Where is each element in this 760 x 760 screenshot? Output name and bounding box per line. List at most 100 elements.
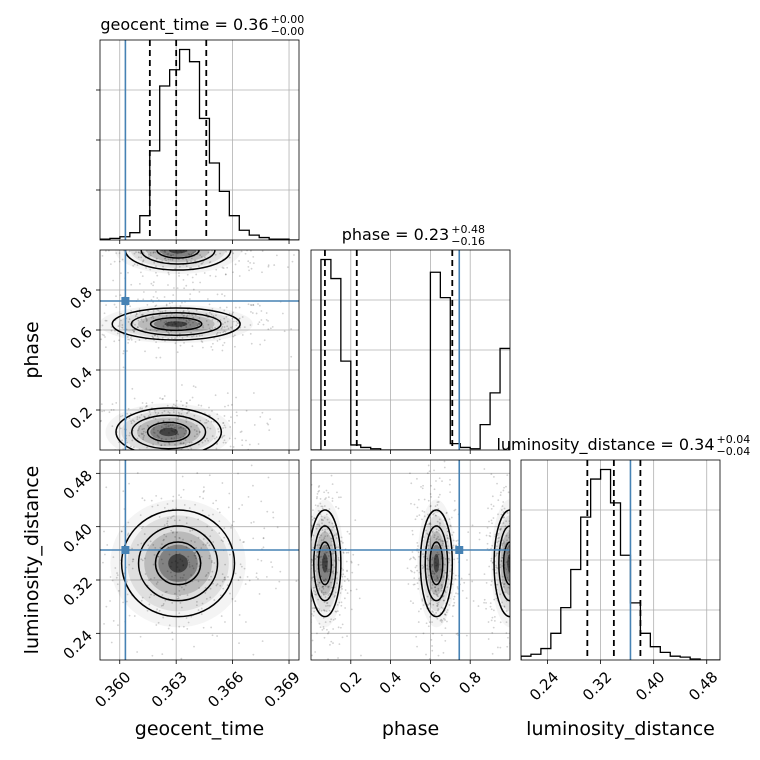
scatter-point [441,542,444,545]
x-tick-label: 0.2 [336,668,366,698]
scatter-point [139,514,142,517]
scatter-point [159,310,162,313]
scatter-point [197,321,200,324]
scatter-point [318,544,321,546]
scatter-point [232,335,235,338]
scatter-point [477,605,480,607]
scatter-point [191,335,193,338]
scatter-point [147,310,149,312]
scatter-point [313,517,316,520]
truth-marker [455,546,464,554]
scatter-point [222,587,225,590]
scatter-point [437,601,440,604]
scatter-point [326,551,329,554]
scatter-point [243,326,246,329]
scatter-point [427,499,430,502]
scatter-point [455,574,457,577]
scatter-point [200,340,203,343]
scatter-point [234,437,237,440]
scatter-point [121,258,124,261]
scatter-point [173,431,176,433]
scatter-point [151,335,154,338]
scatter-point [196,433,198,436]
scatter-point [247,265,250,268]
scatter-point [136,437,139,440]
scatter-point [100,403,103,406]
scatter-point [221,435,224,438]
scatter-point [507,560,510,562]
scatter-point [161,260,164,262]
scatter-point [60,494,62,496]
scatter-point [142,320,145,323]
scatter-point [327,585,329,588]
scatter-point [250,311,252,313]
scatter-point [235,411,238,414]
scatter-point [260,310,263,312]
scatter-point [516,572,518,574]
scatter-point [166,404,169,407]
scatter-point [354,519,357,522]
scatter-point [210,626,213,629]
scatter-point [455,633,458,635]
scatter-point [136,326,139,329]
scatter-point [453,509,456,512]
scatter-point [325,497,327,499]
scatter-point [309,580,311,582]
scatter-point [190,453,192,455]
scatter-point [223,341,226,344]
scatter-point [490,503,493,506]
scatter-point [234,306,237,309]
scatter-point [180,412,183,415]
scatter-point [498,536,501,539]
scatter-point [423,515,426,518]
scatter-point [198,587,201,589]
scatter-point [515,557,517,559]
scatter-point [215,268,218,271]
scatter-point [200,404,203,407]
scatter-point [174,574,177,577]
scatter-point [495,554,497,556]
scatter-point [319,564,322,566]
scatter-point [324,596,327,598]
scatter-point [201,346,204,349]
scatter-point [135,313,138,316]
scatter-point [433,573,436,575]
scatter-point [192,281,194,284]
scatter-point [178,494,180,497]
scatter-point [417,621,420,623]
scatter-point [218,532,221,535]
scatter-point [321,507,324,510]
scatter-point [350,561,353,564]
x-tick-label: 0.40 [632,668,668,704]
scatter-point [358,597,361,600]
scatter-point [88,429,90,431]
scatter-point [198,323,201,326]
scatter-point [155,271,157,274]
scatter-point [515,599,517,601]
scatter-point [177,595,179,598]
scatter-point [191,314,194,316]
scatter-point [483,601,485,604]
scatter-point [340,536,343,539]
scatter-point [324,528,327,531]
scatter-point [495,566,498,569]
scatter-point [442,599,445,602]
scatter-point [212,342,214,345]
scatter-point [313,589,315,592]
scatter-point [323,601,326,604]
scatter-point [422,565,425,568]
scatter-point [45,427,47,429]
scatter-point [218,511,221,514]
scatter-point [178,519,181,522]
scatter-point [121,326,124,329]
scatter-point [105,605,108,608]
scatter-point [261,411,264,414]
scatter-point [337,626,340,629]
scatter-point [318,536,321,539]
scatter-point [195,604,198,607]
scatter-point [409,600,412,603]
scatter-point [249,250,252,252]
scatter-point [87,459,89,461]
scatter-point [196,241,198,243]
scatter-point [139,454,141,456]
